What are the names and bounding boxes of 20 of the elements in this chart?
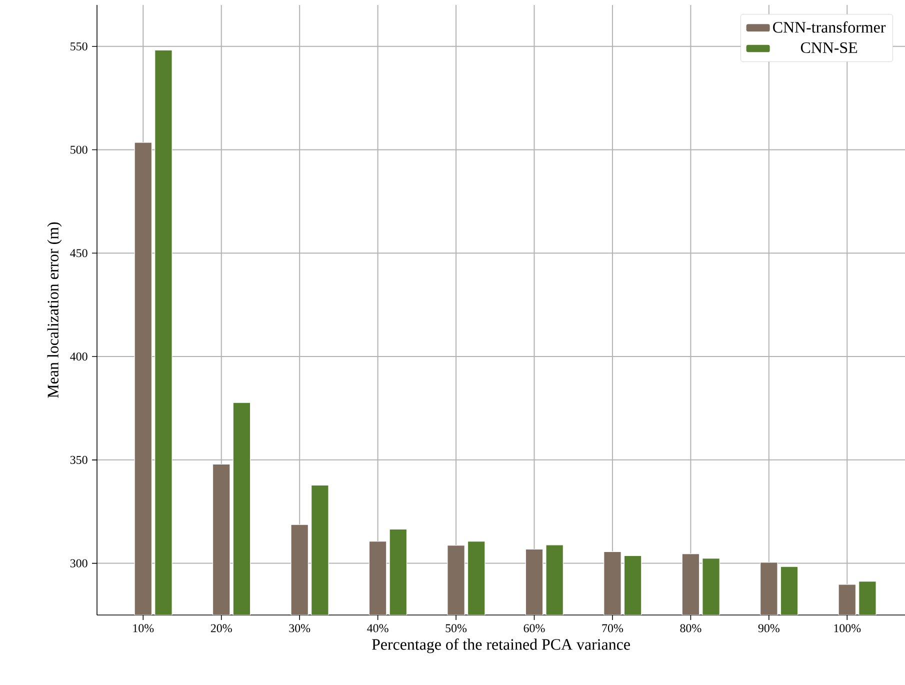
y-tick-label: 500 [70,146,88,154]
x-tick-label: 100% [834,624,861,632]
x-tick-label: 50% [446,624,467,632]
x-tick-label: 80% [680,624,702,632]
y-tick-label: 450 [70,249,88,258]
x-tick-label: 40% [367,624,388,632]
x-tick-label: 60% [524,624,545,632]
x-tick-label: 10% [133,624,154,632]
y-tick-label: 300 [70,559,88,568]
y-axis-title: Mean localization error (m) [47,222,62,398]
x-axis-title: Percentage of the retained PCA variance [372,638,630,654]
x-tick-label: 90% [758,624,780,632]
x-tick-label: 30% [289,624,310,632]
x-tick-label: 70% [602,624,624,632]
y-tick-label: 400 [70,352,88,361]
y-tick-label: 350 [70,456,88,464]
y-tick-label: 550 [70,42,88,50]
x-tick-label: 20% [210,624,232,632]
legend-label: CNN-transformer [773,21,886,33]
legend-label: CNN-SE [800,42,858,54]
